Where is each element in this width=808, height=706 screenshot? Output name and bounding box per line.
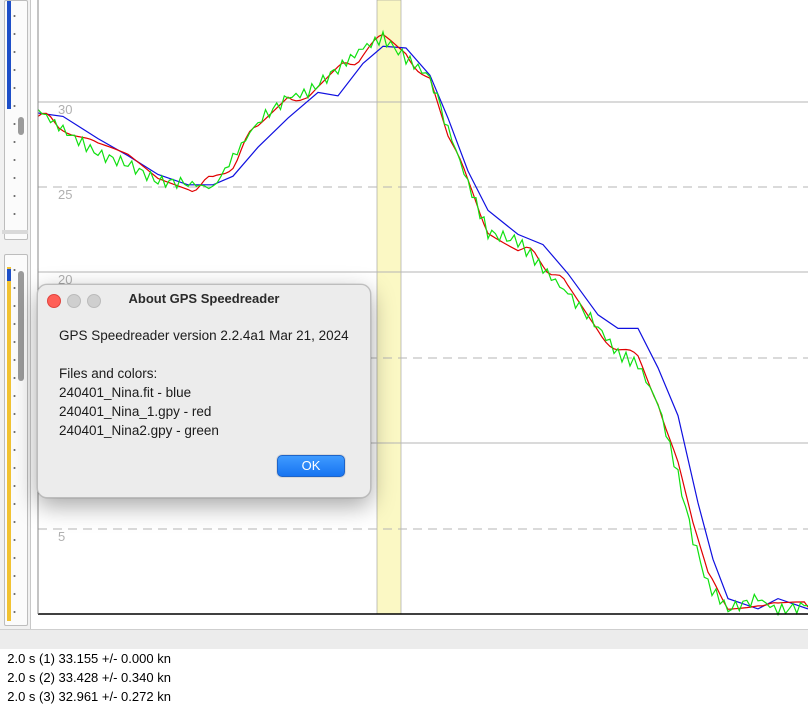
file-entry-2: 240401_Nina_1.gpy - red [59,404,212,419]
bottom-panel-blue-marker [7,269,11,281]
top-panel-marker-bar [7,1,11,109]
y-tick-label: 20 [58,272,72,287]
file-entry-3: 240401_Nina2.gpy - green [59,423,219,438]
top-scrollbar-thumb[interactable] [18,117,24,135]
zoom-window-button [87,294,101,308]
files-heading: Files and colors: [59,366,158,381]
strip-divider[interactable] [2,230,28,234]
y-tick-label: 25 [58,187,72,202]
y-tick-label: 5 [58,529,65,544]
y-axis-labels: 30 25 20 5 [58,102,72,544]
top-panel-ticks [13,7,16,233]
bottom-scroll-panel[interactable] [4,254,28,626]
bottom-scrollbar-thumb[interactable] [18,271,24,381]
version-text: GPS Speedreader version 2.2.4a1 Mar 21, … [59,328,349,343]
dialog-title: About GPS Speedreader [128,291,280,306]
dialog-body: GPS Speedreader version 2.2.4a1 Mar 21, … [59,326,349,440]
y-tick-label: 30 [58,102,72,117]
series-line-red [37,33,808,610]
blank-line [59,345,349,364]
series-layer [37,29,808,617]
ok-button[interactable]: OK [277,455,345,477]
selection-highlight[interactable] [376,0,402,615]
about-dialog: About GPS Speedreader GPS Speedreader ve… [37,284,371,498]
status-file2-speed: 2.0 s (2) 33.428 +/- 0.340 kn [7,670,171,685]
bottom-panel-ticks [13,261,16,619]
file-entry-1: 240401_Nina.fit - blue [59,385,192,400]
minimize-window-button [67,294,81,308]
series-line-blue [37,45,808,610]
bottom-panel-marker-bar [7,267,11,621]
top-scroll-panel[interactable] [4,0,28,240]
left-toolbar-strip [0,0,31,630]
status-file1-speed: 2.0 s (1) 33.155 +/- 0.000 kn [7,651,171,666]
close-window-button[interactable] [47,294,61,308]
series-line-green [37,29,808,617]
status-file3-speed: 2.0 s (3) 32.961 +/- 0.272 kn [7,689,171,704]
status-bar: 2.0 s (1) 33.155 +/- 0.000 kn 2.0 s (2) … [0,629,808,704]
